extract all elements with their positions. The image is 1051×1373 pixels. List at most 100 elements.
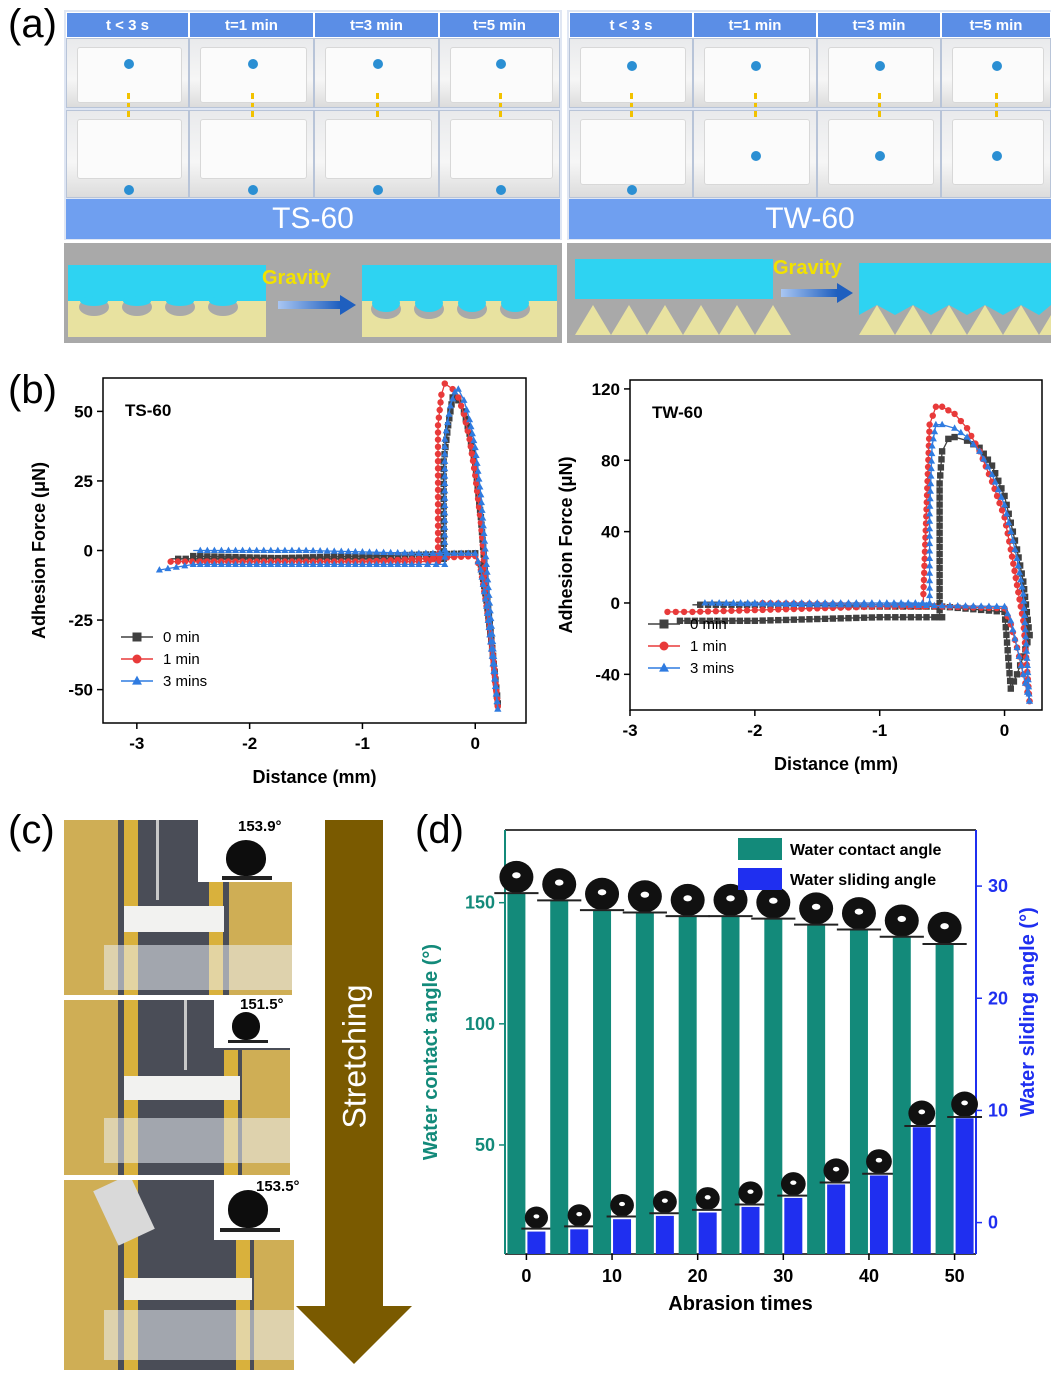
sliding-angle-bar — [613, 1219, 632, 1254]
series-marker-2 — [1009, 625, 1017, 633]
series-marker-1 — [751, 606, 759, 614]
series-marker-2 — [926, 502, 934, 509]
series-marker-0 — [323, 553, 331, 561]
ts60-photo-bottom-2 — [314, 110, 439, 198]
series-marker-1 — [743, 607, 751, 614]
series-marker-1 — [401, 556, 408, 563]
series-marker-2 — [926, 509, 934, 517]
x-tick-label: 20 — [688, 1266, 708, 1286]
series-marker-1 — [689, 608, 696, 616]
header-left-0: t < 3 s — [66, 12, 189, 38]
series-marker-2 — [926, 539, 934, 547]
series-marker-0 — [309, 554, 317, 561]
series-marker-2 — [926, 576, 934, 584]
right-axis-label: Water sliding angle (°) — [1017, 907, 1039, 1117]
series-marker-1 — [434, 508, 442, 515]
series-marker-2 — [482, 552, 490, 560]
series-marker-1 — [434, 465, 442, 472]
series-marker-2 — [729, 599, 737, 607]
water-drop — [992, 61, 1002, 71]
legend-label-2: 3 mins — [163, 673, 207, 690]
series-marker-2 — [1009, 536, 1017, 544]
series-marker-2 — [468, 429, 476, 437]
series-marker-2 — [492, 690, 500, 697]
series-marker-2 — [477, 566, 485, 573]
tw60-photo-top-3 — [941, 38, 1051, 108]
y-tick-label: 25 — [74, 472, 93, 491]
series-marker-2 — [232, 560, 240, 567]
series-marker-2 — [928, 449, 936, 457]
header-left-3: t=5 min — [439, 12, 560, 38]
series-marker-0 — [366, 552, 373, 560]
series-marker-1 — [922, 527, 929, 534]
sliding-drop-icon-highlight — [619, 1201, 626, 1207]
x-axis-label: Distance (mm) — [774, 754, 898, 774]
series-marker-2 — [441, 531, 449, 538]
tw60-schematic: Gravity — [567, 243, 1051, 343]
series-marker-2 — [1019, 670, 1027, 677]
series-marker-0 — [704, 601, 712, 608]
series-marker-1 — [938, 403, 946, 410]
series-marker-1 — [736, 607, 743, 614]
tw60-photo-bottom-1 — [693, 110, 817, 198]
series-marker-0 — [1024, 616, 1031, 623]
series-marker-0 — [988, 462, 996, 469]
ts60-photo-bottom-0 — [66, 110, 189, 198]
contact-drop-icon-highlight — [554, 879, 564, 886]
series-marker-1 — [470, 464, 478, 472]
series-marker-2 — [460, 396, 468, 403]
x-tick-label: -1 — [872, 721, 887, 740]
series-marker-1 — [434, 436, 442, 443]
series-marker-2 — [1011, 545, 1019, 553]
ts60-label-bar: TS-60 — [66, 199, 560, 239]
series-marker-1 — [963, 424, 971, 432]
sliding-angle-bar — [869, 1175, 888, 1254]
series-marker-2 — [408, 549, 416, 556]
series-marker-2 — [891, 601, 899, 608]
series-marker-0 — [860, 614, 868, 621]
series-marker-1 — [174, 558, 182, 565]
legend-label-1: 1 min — [163, 651, 200, 668]
water-drop — [627, 185, 637, 195]
series-marker-1 — [394, 556, 401, 564]
series-marker-2 — [993, 602, 1001, 609]
series-marker-2 — [1005, 518, 1013, 526]
series-marker-2 — [441, 560, 449, 567]
series-marker-0 — [1021, 593, 1029, 601]
series-marker-1 — [434, 544, 442, 551]
series-marker-2 — [239, 546, 247, 554]
water-drop — [372, 59, 383, 69]
series-marker-0 — [1022, 601, 1030, 608]
series-marker-2 — [927, 479, 935, 487]
series-marker-0 — [476, 506, 484, 514]
tw60-photo-bottom-0 — [569, 110, 693, 198]
water-drop — [875, 61, 885, 71]
ts60-photo-top-2 — [314, 38, 439, 108]
contact-drop-icon-highlight — [769, 897, 778, 904]
contact-drop-icon-highlight — [940, 923, 949, 930]
series-marker-2 — [260, 546, 268, 554]
series-marker-2 — [446, 401, 454, 409]
series-marker-0 — [790, 616, 798, 623]
series-marker-0 — [837, 615, 844, 622]
series-marker-1 — [441, 380, 448, 387]
sliding-angle-bar — [955, 1118, 974, 1254]
series-marker-0 — [691, 617, 699, 625]
series-marker-0 — [338, 553, 345, 560]
sliding-angle-bar — [527, 1231, 546, 1254]
sliding-angle-bar — [655, 1215, 674, 1254]
contact-drop-icon-highlight — [512, 872, 521, 879]
series-marker-0 — [1001, 608, 1008, 616]
plot-frame — [629, 379, 1043, 711]
series-marker-1 — [697, 608, 704, 615]
series-marker-2 — [330, 547, 338, 554]
series-marker-2 — [203, 546, 211, 554]
series-marker-2 — [451, 388, 459, 395]
series-marker-0 — [1007, 685, 1014, 692]
series-marker-2 — [295, 546, 303, 554]
header-right-3: t=5 min — [941, 12, 1051, 38]
legend-label-1: Water sliding angle — [790, 872, 936, 889]
sheet — [580, 119, 686, 185]
series-marker-2 — [918, 599, 927, 606]
legend-marker-1 — [132, 654, 142, 664]
